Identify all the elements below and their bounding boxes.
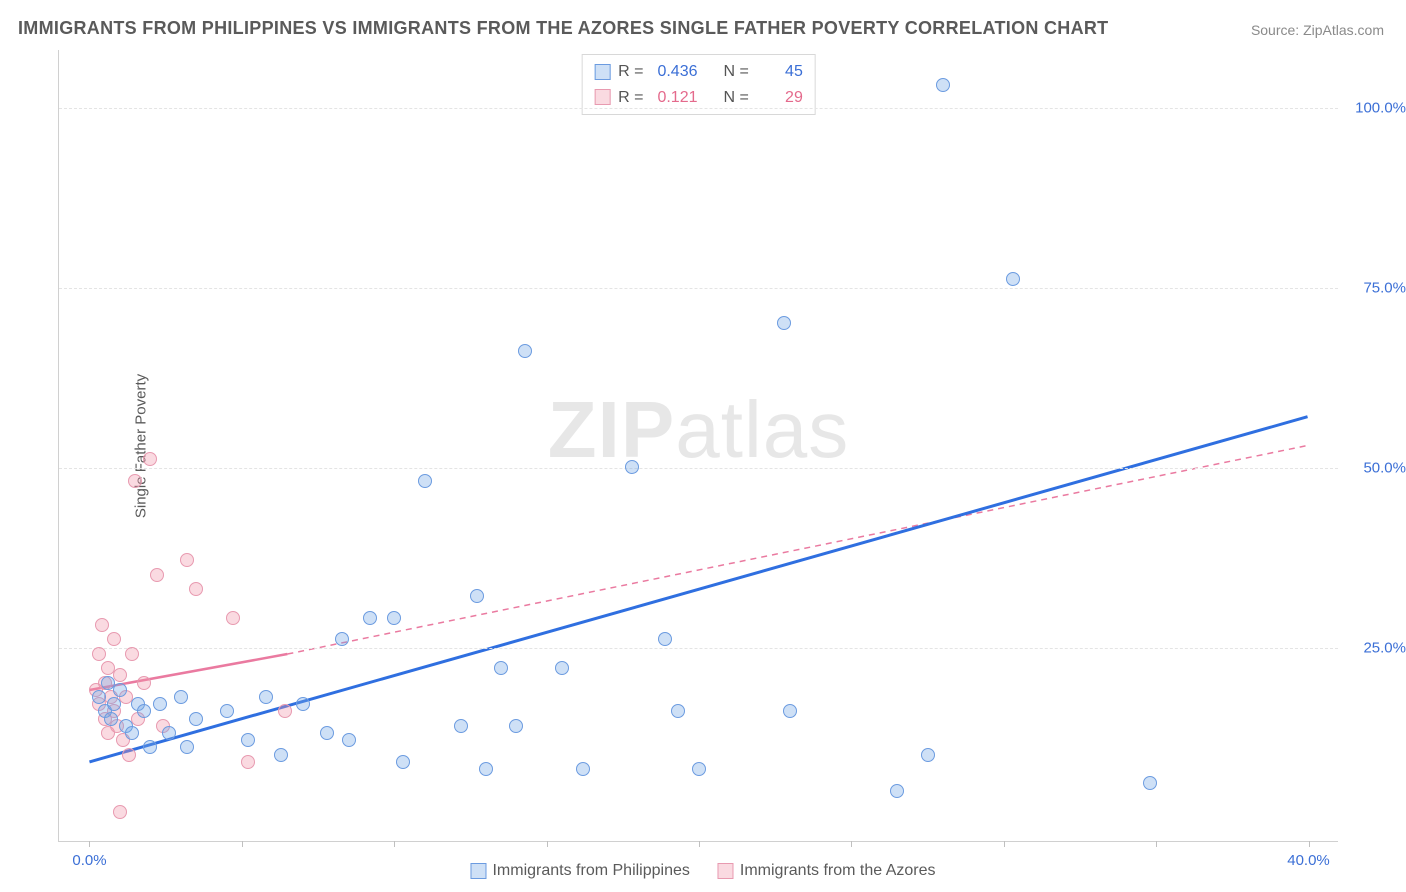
xtick-label: 40.0% bbox=[1287, 852, 1330, 869]
point-blue bbox=[658, 632, 672, 646]
point-blue bbox=[692, 762, 706, 776]
stats-row-blue: R =0.436 N =45 bbox=[594, 59, 803, 85]
point-blue bbox=[783, 704, 797, 718]
xtick bbox=[89, 841, 90, 847]
gridline bbox=[59, 468, 1338, 469]
swatch-blue bbox=[594, 64, 610, 80]
point-blue bbox=[107, 697, 121, 711]
point-blue bbox=[936, 78, 950, 92]
point-blue bbox=[555, 661, 569, 675]
stats-row-pink: R =0.121 N =29 bbox=[594, 85, 803, 111]
source-label: Source: ZipAtlas.com bbox=[1251, 22, 1384, 38]
point-pink bbox=[125, 647, 139, 661]
trend-pink-dash bbox=[287, 446, 1307, 655]
point-blue bbox=[143, 740, 157, 754]
point-blue bbox=[220, 704, 234, 718]
point-blue bbox=[777, 316, 791, 330]
point-blue bbox=[335, 632, 349, 646]
point-blue bbox=[625, 460, 639, 474]
point-blue bbox=[241, 733, 255, 747]
point-pink bbox=[189, 582, 203, 596]
point-pink bbox=[113, 805, 127, 819]
point-pink bbox=[226, 611, 240, 625]
point-pink bbox=[143, 452, 157, 466]
ytick-label: 75.0% bbox=[1363, 279, 1406, 296]
point-pink bbox=[92, 647, 106, 661]
point-blue bbox=[320, 726, 334, 740]
legend-item-pink: Immigrants from the Azores bbox=[718, 862, 936, 880]
point-blue bbox=[104, 712, 118, 726]
point-blue bbox=[518, 344, 532, 358]
gridline bbox=[59, 288, 1338, 289]
point-blue bbox=[363, 611, 377, 625]
point-pink bbox=[128, 474, 142, 488]
ytick-label: 25.0% bbox=[1363, 639, 1406, 656]
point-blue bbox=[162, 726, 176, 740]
point-blue bbox=[113, 683, 127, 697]
xtick-label: 0.0% bbox=[72, 852, 106, 869]
point-pink bbox=[137, 676, 151, 690]
point-blue bbox=[180, 740, 194, 754]
plot-area: Single Father Poverty ZIPatlas R =0.436 … bbox=[58, 50, 1338, 842]
ytick-label: 100.0% bbox=[1355, 99, 1406, 116]
point-pink bbox=[278, 704, 292, 718]
point-blue bbox=[137, 704, 151, 718]
gridline bbox=[59, 648, 1338, 649]
point-blue bbox=[470, 589, 484, 603]
legend-item-blue: Immigrants from Philippines bbox=[470, 862, 689, 880]
ytick-label: 50.0% bbox=[1363, 459, 1406, 476]
point-blue bbox=[418, 474, 432, 488]
stats-legend-box: R =0.436 N =45 R =0.121 N =29 bbox=[581, 54, 816, 115]
point-pink bbox=[180, 553, 194, 567]
point-pink bbox=[241, 755, 255, 769]
point-blue bbox=[494, 661, 508, 675]
watermark: ZIPatlas bbox=[548, 384, 849, 476]
point-pink bbox=[95, 618, 109, 632]
xtick bbox=[1309, 841, 1310, 847]
bottom-legend: Immigrants from Philippines Immigrants f… bbox=[458, 862, 947, 880]
point-blue bbox=[921, 748, 935, 762]
point-blue bbox=[396, 755, 410, 769]
xtick bbox=[1156, 841, 1157, 847]
point-blue bbox=[92, 690, 106, 704]
point-blue bbox=[890, 784, 904, 798]
point-blue bbox=[342, 733, 356, 747]
trend-lines bbox=[59, 50, 1338, 841]
point-blue bbox=[1006, 272, 1020, 286]
xtick bbox=[394, 841, 395, 847]
chart-title: IMMIGRANTS FROM PHILIPPINES VS IMMIGRANT… bbox=[18, 18, 1108, 39]
point-blue bbox=[259, 690, 273, 704]
point-blue bbox=[576, 762, 590, 776]
xtick bbox=[547, 841, 548, 847]
point-blue bbox=[174, 690, 188, 704]
point-blue bbox=[671, 704, 685, 718]
xtick bbox=[1004, 841, 1005, 847]
point-pink bbox=[113, 668, 127, 682]
point-blue bbox=[189, 712, 203, 726]
xtick bbox=[851, 841, 852, 847]
point-pink bbox=[150, 568, 164, 582]
point-blue bbox=[296, 697, 310, 711]
y-axis-label: Single Father Poverty bbox=[133, 373, 150, 517]
point-pink bbox=[107, 632, 121, 646]
point-pink bbox=[122, 748, 136, 762]
gridline bbox=[59, 108, 1338, 109]
point-blue bbox=[153, 697, 167, 711]
xtick bbox=[242, 841, 243, 847]
point-blue bbox=[454, 719, 468, 733]
point-blue bbox=[479, 762, 493, 776]
point-blue bbox=[509, 719, 523, 733]
point-blue bbox=[125, 726, 139, 740]
swatch-pink bbox=[594, 89, 610, 105]
point-blue bbox=[387, 611, 401, 625]
point-blue bbox=[274, 748, 288, 762]
xtick bbox=[699, 841, 700, 847]
point-blue bbox=[1143, 776, 1157, 790]
